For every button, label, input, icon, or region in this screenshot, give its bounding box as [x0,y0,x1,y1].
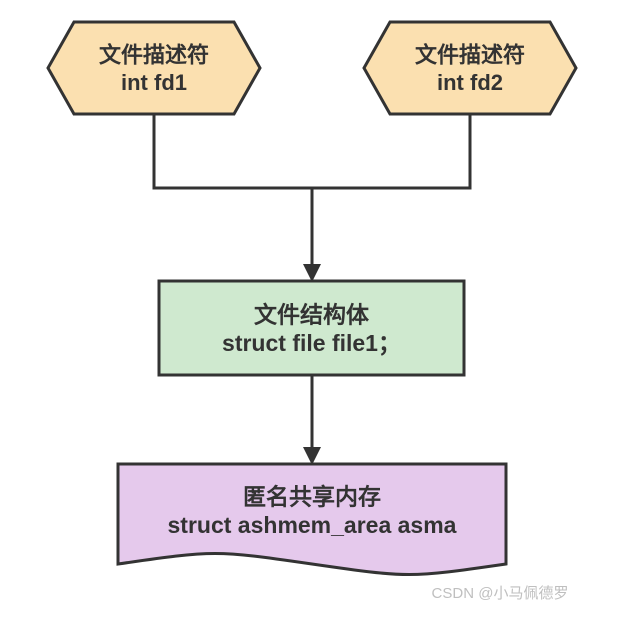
flowchart-diagram: 文件描述符int fd1 文件描述符int fd2 文件结构体struct file… [0,0,629,621]
node-asma: 匿名共享内存struct ashmem_area asma [118,464,506,575]
node-fd2: 文件描述符int fd2 [364,22,576,114]
edge [312,114,470,188]
node-fd1: 文件描述符int fd1 [48,22,260,114]
node-file1: 文件结构体struct file file1； [159,281,464,375]
edge [154,114,312,188]
nodes-layer: 文件描述符int fd1 文件描述符int fd2 文件结构体struct file… [48,22,576,575]
watermark: CSDN @小马佩德罗 [432,584,569,602]
